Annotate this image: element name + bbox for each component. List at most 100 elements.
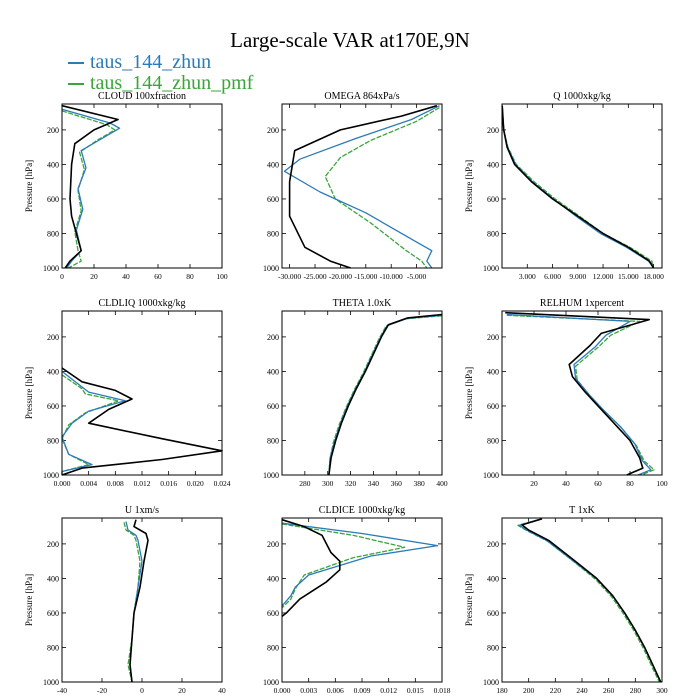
x-tick-label: 340 — [368, 479, 380, 488]
x-tick-label: 40 — [218, 686, 226, 695]
y-tick-label: 400 — [267, 367, 279, 376]
x-tick-label: -25.000 — [303, 272, 326, 281]
panel-title: Q 1000xkg/kg — [553, 91, 611, 102]
legend-label-zhun: taus_144_zhun — [90, 51, 212, 73]
panel-title: CLDLIQ 1000xkg/kg — [99, 298, 186, 309]
y-tick-label: 600 — [47, 402, 59, 411]
x-tick-label: 40 — [562, 479, 570, 488]
panel-title: OMEGA 864xPa/s — [324, 91, 399, 102]
x-tick-label: -30.000 — [278, 272, 301, 281]
x-tick-label: 0.016 — [160, 479, 177, 488]
plot-frame — [61, 310, 223, 476]
y-tick-label: 600 — [487, 609, 499, 618]
panel-5: THETA 1.0xK 200 400 600 800 1000 280 300 320 340 3… — [263, 298, 448, 488]
y-tick-label: 800 — [487, 436, 499, 445]
series-line-taus-144-zhun — [283, 105, 440, 269]
series-line-taus-144-zhun-pmf — [123, 522, 141, 683]
x-tick-label: 280 — [630, 686, 642, 695]
series-line-taus-144-zhun — [61, 370, 126, 475]
plot-frame — [61, 103, 223, 269]
series-line-taus-144-zhun-pmf — [501, 105, 654, 269]
x-tick-label: -20.000 — [329, 272, 352, 281]
panel-title: T 1xK — [569, 505, 595, 516]
y-tick-label: 800 — [487, 229, 499, 238]
x-tick-label: 180 — [496, 686, 508, 695]
plot-frame — [281, 310, 443, 476]
plot-frame — [281, 103, 443, 269]
y-tick-label: 600 — [267, 402, 279, 411]
legend-swatch-zhun-pmf — [68, 83, 84, 86]
x-tick-label: 0.012 — [380, 686, 397, 695]
x-tick-label: -15.000 — [354, 272, 377, 281]
x-tick-label: 0.015 — [407, 686, 424, 695]
series-line-taus-144-zhun-pmf — [328, 315, 443, 476]
x-tick-label: 0.000 — [274, 686, 291, 695]
panel-6: RELHUM 1xpercent Pressure [hPa] 200 400 600 8… — [464, 298, 668, 488]
x-tick-label: -20 — [97, 686, 107, 695]
series-line-control — [328, 313, 443, 476]
y-tick-label: 800 — [47, 643, 59, 652]
y-axis-label: Pressure [hPa] — [464, 574, 474, 626]
x-tick-label: 15.000 — [618, 272, 639, 281]
y-tick-label: 200 — [47, 333, 59, 342]
y-tick-label: 200 — [47, 540, 59, 549]
x-tick-label: 0 — [140, 686, 144, 695]
y-tick-label: 400 — [487, 367, 499, 376]
panel-title: THETA 1.0xK — [333, 298, 392, 309]
series-line-control — [521, 518, 662, 683]
y-tick-label: 200 — [487, 540, 499, 549]
series-line-taus-144-zhun-pmf — [517, 519, 660, 683]
y-tick-label: 200 — [267, 540, 279, 549]
series-line-taus-144-zhun — [125, 521, 143, 683]
y-tick-label: 1000 — [263, 471, 279, 480]
y-tick-label: 1000 — [43, 678, 59, 687]
x-tick-label: 80 — [186, 272, 194, 281]
x-tick-label: 0.018 — [434, 686, 451, 695]
series-line-control — [61, 104, 119, 269]
x-tick-label: 20 — [178, 686, 186, 695]
x-tick-label: 12.000 — [593, 272, 614, 281]
x-tick-label: 0.008 — [107, 479, 124, 488]
plot-frame — [501, 517, 663, 683]
x-tick-label: 240 — [576, 686, 588, 695]
y-tick-label: 1000 — [43, 264, 59, 273]
y-tick-label: 600 — [487, 195, 499, 204]
panel-4: CLDLIQ 1000xkg/kg Pressure [hPa] 200 400 600… — [24, 298, 231, 488]
series-line-taus-144-zhun — [518, 518, 662, 683]
y-tick-label: 400 — [47, 574, 59, 583]
y-tick-label: 800 — [267, 643, 279, 652]
series-line-control — [501, 105, 655, 269]
y-tick-label: 600 — [267, 609, 279, 618]
series-line-taus-144-zhun — [501, 105, 655, 269]
x-tick-label: 0.004 — [80, 479, 97, 488]
y-tick-label: 800 — [487, 643, 499, 652]
y-tick-label: 1000 — [43, 471, 59, 480]
x-tick-label: 0.009 — [354, 686, 371, 695]
y-axis-label: Pressure [hPa] — [24, 160, 34, 212]
panel-title: CLDICE 1000xkg/kg — [319, 505, 405, 516]
y-axis-label: Pressure [hPa] — [24, 367, 34, 419]
series-line-taus-144-zhun-pmf — [324, 106, 440, 269]
y-tick-label: 200 — [267, 333, 279, 342]
series-line-taus-144-zhun — [281, 522, 439, 607]
x-tick-label: 60 — [154, 272, 162, 281]
x-tick-label: 380 — [414, 479, 426, 488]
y-tick-label: 1000 — [483, 471, 499, 480]
x-tick-label: 20 — [90, 272, 98, 281]
series-line-taus-144-zhun-pmf — [506, 314, 655, 476]
x-tick-label: 80 — [626, 479, 634, 488]
legend-swatch-zhun — [68, 62, 84, 65]
y-axis-label: Pressure [hPa] — [24, 574, 34, 626]
series-line-taus-144-zhun — [506, 313, 652, 476]
x-tick-label: 0.006 — [327, 686, 344, 695]
y-tick-label: 200 — [267, 126, 279, 135]
plot-frame — [61, 517, 223, 683]
y-tick-label: 200 — [487, 126, 499, 135]
x-tick-label: 100 — [216, 272, 228, 281]
x-tick-label: 220 — [550, 686, 562, 695]
x-tick-label: 100 — [656, 479, 668, 488]
plot-frame — [501, 103, 663, 269]
